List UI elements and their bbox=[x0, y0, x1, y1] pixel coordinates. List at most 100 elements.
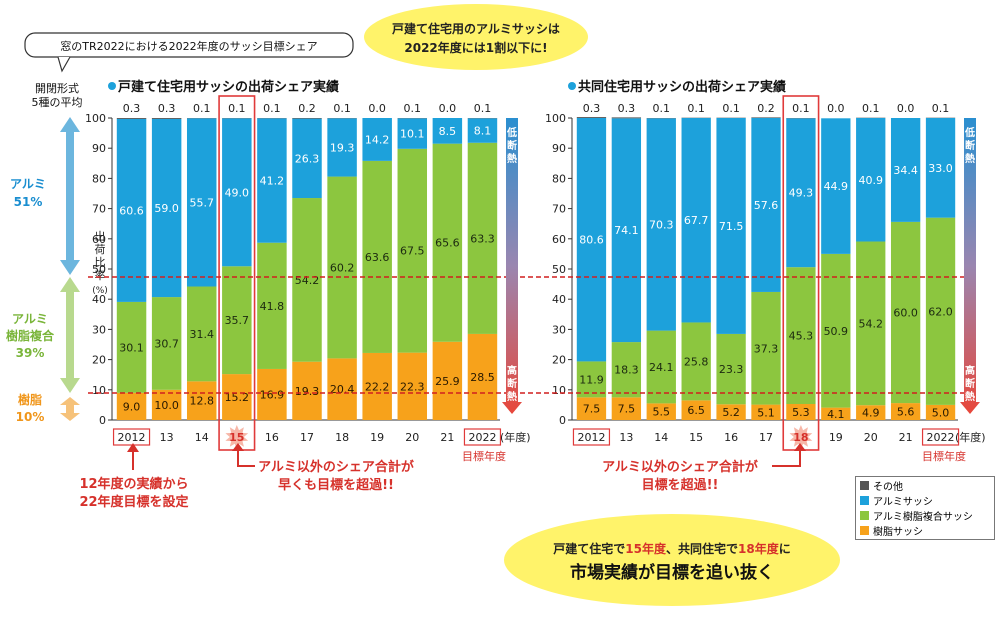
apartment-y-tick-label: 90 bbox=[552, 142, 566, 155]
low-insulation-r2: 断 bbox=[965, 139, 975, 152]
tr-label-box bbox=[24, 32, 354, 58]
detached-bar-alumi bbox=[186, 118, 217, 287]
apartment-bar-jushi bbox=[856, 405, 886, 420]
low-insulation-2: 断 bbox=[507, 139, 517, 152]
apartment-bar-jushi bbox=[890, 403, 921, 420]
detached-bar-alumi bbox=[397, 118, 428, 149]
legend-label-alumi: アルミサッシ bbox=[873, 496, 933, 508]
legend-label-other: その他 bbox=[873, 481, 903, 493]
apartment-data-label-alumi: 71.5 bbox=[719, 220, 744, 233]
apartment-data-label-jushi: 5.5 bbox=[653, 406, 671, 419]
detached-data-label-other: 0.1 bbox=[263, 102, 281, 115]
legend: その他 アルミサッシ アルミ樹脂複合サッシ 樹脂サッシ bbox=[855, 476, 995, 540]
target-year-label-left: 目標年度 bbox=[462, 449, 506, 463]
detached-highlight-burst bbox=[225, 425, 249, 449]
apartment-data-label-fukugou: 18.3 bbox=[614, 364, 639, 377]
apartment-data-label-fukugou: 50.9 bbox=[824, 325, 849, 338]
apartment-data-label-jushi: 4.1 bbox=[827, 408, 845, 421]
detached-y-tick-label: 50 bbox=[92, 263, 106, 276]
ylabel-char-2: 荷 bbox=[95, 243, 106, 256]
detached-bar-jushi bbox=[222, 374, 252, 420]
apartment-data-label-fukugou: 25.8 bbox=[684, 355, 709, 368]
bottom-bubble-line2: 市場実績が目標を追い抜く bbox=[570, 562, 774, 583]
detached-y-tick-label: 20 bbox=[92, 354, 106, 367]
detached-house-chart: 戸建て住宅用サッシの出荷シェア実績 0 10 20 30 40 50 60 70 80 90 100 9… bbox=[85, 79, 502, 451]
apartment-data-label-other: 0.1 bbox=[932, 102, 950, 115]
detached-bar-other bbox=[292, 118, 322, 119]
detached-data-label-alumi: 8.1 bbox=[474, 125, 492, 138]
detached-data-label-alumi: 49.0 bbox=[225, 186, 250, 199]
legend-item-other: その他 bbox=[860, 478, 990, 493]
apartment-x-tick-label: 14 bbox=[654, 431, 668, 444]
apartment-data-label-other: 0.3 bbox=[618, 102, 636, 115]
callout-arrow-3-head bbox=[794, 443, 806, 451]
apartment-data-label-other: 0.3 bbox=[583, 102, 601, 115]
apartment-data-label-fukugou: 54.2 bbox=[858, 317, 883, 330]
apartment-x-tick-label: 17 bbox=[759, 431, 773, 444]
legend-item-jushi: 樹脂サッシ bbox=[860, 523, 990, 538]
detached-data-label-fukugou: 54.2 bbox=[295, 274, 320, 287]
detached-bar-fukugou bbox=[257, 242, 287, 369]
detached-y-tick-label: 70 bbox=[92, 203, 106, 216]
detached-bar-alumi bbox=[362, 118, 392, 161]
detached-data-label-other: 0.1 bbox=[228, 102, 246, 115]
apartment-data-label-fukugou: 11.9 bbox=[579, 373, 604, 386]
apartment-x-tick-label: 13 bbox=[619, 431, 633, 444]
detached-x-tick-label: 2012 bbox=[118, 431, 146, 444]
detached-bar-jushi bbox=[432, 341, 463, 420]
apartment-bar-jushi bbox=[786, 403, 816, 420]
apartment-bar-fukugou bbox=[925, 217, 956, 405]
apartment-data-label-fukugou: 37.3 bbox=[754, 342, 779, 355]
apartment-data-label-other: 0.1 bbox=[862, 102, 880, 115]
detached-bar-jushi bbox=[116, 392, 147, 420]
detached-data-label-alumi: 10.1 bbox=[400, 128, 425, 141]
detached-data-label-jushi: 22.3 bbox=[400, 380, 425, 393]
apartment-data-label-jushi: 7.5 bbox=[618, 403, 636, 416]
apartment-data-label-alumi: 57.6 bbox=[754, 199, 779, 212]
detached-data-label-jushi: 9.0 bbox=[123, 400, 141, 413]
jushi-range-arrow bbox=[60, 397, 80, 421]
apartment-bar-alumi bbox=[890, 118, 921, 222]
bottom-bubble-year2: 18年度 bbox=[738, 541, 780, 556]
detached-data-label-fukugou: 31.4 bbox=[189, 328, 214, 341]
apartment-data-label-jushi: 5.3 bbox=[792, 406, 810, 419]
apartment-bar-other bbox=[751, 117, 781, 118]
apartment-boxed-category-frame bbox=[572, 428, 611, 446]
detached-y-tick-label: 40 bbox=[92, 293, 106, 306]
detached-data-label-fukugou: 30.7 bbox=[154, 337, 179, 350]
apartment-data-label-alumi: 40.9 bbox=[858, 174, 883, 187]
ylabel: 出 荷 比 率 (%) bbox=[92, 229, 108, 296]
detached-x-tick-label: 18 bbox=[335, 431, 349, 444]
detached-x-tick-label: 19 bbox=[370, 431, 384, 444]
sidebar-heading-line2: 5種の平均 bbox=[32, 95, 83, 109]
detached-data-label-alumi: 59.0 bbox=[154, 202, 179, 215]
detached-data-label-other: 0.2 bbox=[298, 102, 316, 115]
detached-data-label-fukugou: 63.6 bbox=[365, 251, 390, 264]
high-insulation-3: 熱 bbox=[507, 390, 517, 403]
apartment-bar-alumi bbox=[786, 118, 816, 268]
legend-swatch-other bbox=[860, 480, 869, 490]
detached-data-label-fukugou: 65.6 bbox=[435, 237, 460, 250]
apartment-data-label-other: 0.1 bbox=[653, 102, 671, 115]
top-bubble bbox=[364, 4, 588, 70]
apartment-bar-jushi bbox=[925, 404, 956, 420]
apartment-data-label-fukugou: 62.0 bbox=[928, 305, 953, 318]
legend-swatch-alumi bbox=[860, 495, 869, 505]
apartment-data-label-alumi: 34.4 bbox=[893, 164, 918, 177]
apartment-x-tick-label: 20 bbox=[864, 431, 878, 444]
sidebar-fukugou-name-2: 樹脂複合 bbox=[6, 328, 55, 343]
low-insulation-1: 低 bbox=[506, 126, 517, 139]
high-insulation-r2: 断 bbox=[965, 377, 975, 390]
apartment-x-tick-label: 19 bbox=[829, 431, 843, 444]
callout-arrow-2-head bbox=[232, 443, 244, 451]
detached-bar-alumi bbox=[151, 118, 182, 298]
detached-boxed-category-frame bbox=[112, 428, 151, 446]
detached-data-label-alumi: 14.2 bbox=[365, 133, 390, 146]
apartment-data-label-other: 0.2 bbox=[757, 102, 775, 115]
detached-bar-alumi bbox=[432, 118, 463, 144]
apartment-y-tick-label: 80 bbox=[552, 172, 566, 185]
callout-arrow-3 bbox=[772, 449, 801, 467]
detached-bar-fukugou bbox=[186, 286, 217, 382]
detached-data-label-fukugou: 41.8 bbox=[260, 300, 285, 313]
legend-swatch-fukugou bbox=[860, 510, 869, 520]
